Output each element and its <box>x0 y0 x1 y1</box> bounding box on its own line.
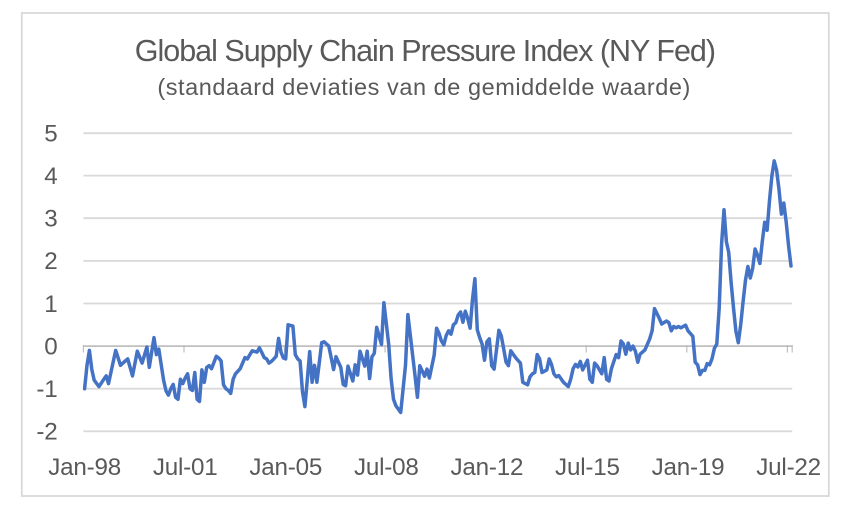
svg-text:Jan-12: Jan-12 <box>451 454 524 481</box>
svg-text:2: 2 <box>44 248 57 275</box>
svg-text:Jul-15: Jul-15 <box>555 454 620 481</box>
svg-text:5: 5 <box>44 121 57 148</box>
svg-text:0: 0 <box>44 333 57 360</box>
svg-text:Jul-22: Jul-22 <box>756 454 821 481</box>
svg-text:1: 1 <box>44 291 57 318</box>
svg-text:Jan-19: Jan-19 <box>652 454 725 481</box>
svg-text:4: 4 <box>44 163 57 190</box>
svg-text:3: 3 <box>44 206 57 233</box>
svg-text:Jul-08: Jul-08 <box>354 454 419 481</box>
svg-text:-1: -1 <box>36 376 57 403</box>
svg-text:Jul-01: Jul-01 <box>153 454 218 481</box>
svg-text:(standaard deviaties van de ge: (standaard deviaties van de gemiddelde w… <box>157 74 690 100</box>
svg-text:Jan-05: Jan-05 <box>249 454 322 481</box>
svg-text:-2: -2 <box>36 419 57 446</box>
svg-text:Jan-98: Jan-98 <box>48 454 121 481</box>
svg-text:Global Supply Chain Pressure I: Global Supply Chain Pressure Index (NY F… <box>135 34 715 68</box>
